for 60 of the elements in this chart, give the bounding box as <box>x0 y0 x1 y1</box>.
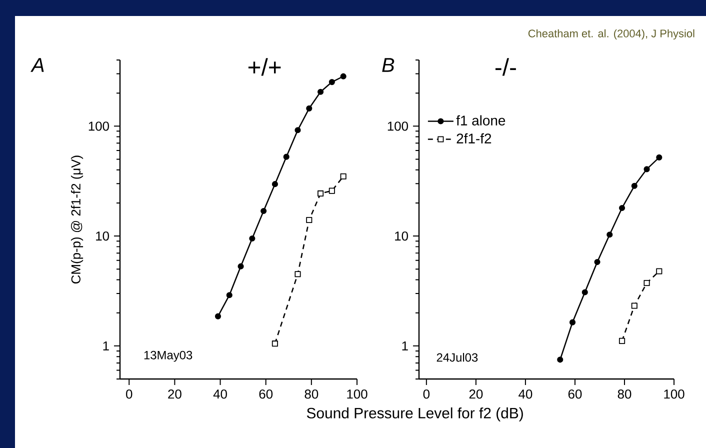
point <box>306 105 312 112</box>
text: Cheatham et. al. (2004), J Physiol <box>528 29 694 40</box>
point <box>238 263 244 270</box>
point <box>606 232 613 238</box>
point <box>260 208 267 214</box>
point <box>249 235 256 242</box>
y-tick-label: 1 <box>103 341 109 350</box>
point <box>272 340 278 347</box>
y-tick-label: 100 <box>388 122 408 131</box>
legend-label: f1 alone <box>456 115 506 126</box>
point <box>557 356 564 363</box>
point <box>618 338 626 344</box>
annotation: 13May03 <box>144 350 192 362</box>
point <box>318 190 324 197</box>
point <box>618 204 626 212</box>
annotation: 24Jul03 <box>436 352 478 362</box>
point <box>340 73 346 80</box>
text: B <box>382 58 394 72</box>
chart-title: +/+ <box>248 58 281 76</box>
y-tick-label: 1 <box>402 341 408 350</box>
point <box>631 302 638 309</box>
point <box>340 173 346 180</box>
x-tick-label: 0 <box>126 389 132 399</box>
point <box>644 166 650 172</box>
x-tick-label: 100 <box>664 389 684 399</box>
point <box>226 292 232 298</box>
legend-label: 2f1-f2 <box>456 133 492 144</box>
x-axis-title: Sound Pressure Level for f2 (dB) <box>306 407 523 422</box>
chart-title: -/- <box>495 58 516 76</box>
point <box>328 79 335 86</box>
x-tick-label: 60 <box>568 389 582 399</box>
y-tick-label: 10 <box>395 231 408 241</box>
x-tick-label: 80 <box>618 389 632 399</box>
point <box>656 154 662 160</box>
point <box>582 289 588 296</box>
point <box>328 188 335 194</box>
point <box>594 258 600 266</box>
text: A <box>30 58 44 72</box>
x-tick-label: 100 <box>347 389 368 399</box>
x-tick-label: 20 <box>469 389 483 399</box>
point <box>318 88 324 95</box>
point <box>306 216 312 224</box>
point <box>294 127 301 134</box>
y-tick-label: 10 <box>96 231 110 241</box>
point <box>214 313 222 320</box>
point <box>631 182 638 189</box>
x-tick-label: 60 <box>259 389 273 399</box>
x-tick-label: 40 <box>518 389 532 399</box>
x-tick-label: 0 <box>423 389 430 399</box>
y-axis-title: CM(p-p) @ 2f1-f2 (μV) <box>70 156 84 284</box>
x-tick-label: 80 <box>304 389 318 399</box>
point <box>644 280 650 286</box>
x-tick-label: 40 <box>213 389 227 399</box>
y-tick-label: 100 <box>88 122 110 131</box>
point <box>283 154 290 160</box>
point <box>272 181 278 188</box>
point <box>569 319 576 326</box>
point <box>294 271 301 278</box>
x-tick-label: 20 <box>168 389 182 399</box>
point <box>656 268 662 274</box>
